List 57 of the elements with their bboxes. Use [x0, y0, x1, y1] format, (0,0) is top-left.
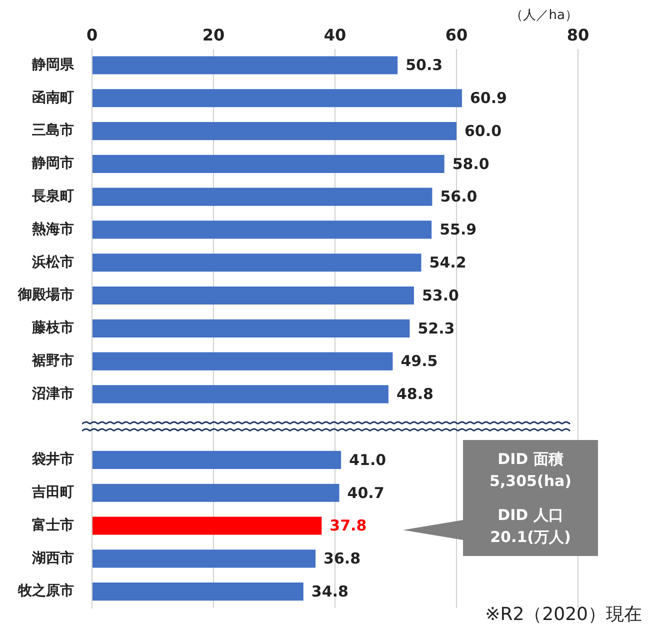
- y-tick-label: 三島市: [32, 122, 74, 139]
- data-label: 34.8: [311, 582, 348, 600]
- bar: [92, 154, 444, 173]
- data-label: 36.8: [324, 550, 361, 568]
- data-label: 53.0: [422, 286, 459, 304]
- data-label: 52.3: [418, 319, 455, 338]
- x-axis-title: （人／ha）: [510, 8, 578, 24]
- data-label: 40.7: [347, 484, 384, 502]
- bar: [92, 220, 432, 239]
- x-tick-label: 80: [566, 25, 590, 44]
- x-tick-label: 0: [86, 25, 98, 44]
- bar: [92, 254, 422, 272]
- y-tick-label: 静岡市: [31, 154, 74, 172]
- bar: [92, 484, 340, 502]
- bar: [92, 352, 393, 370]
- bar: [92, 56, 398, 74]
- data-label: 41.0: [349, 450, 386, 469]
- data-label: 37.8: [330, 516, 367, 535]
- data-label: 60.9: [470, 89, 507, 108]
- bar: [92, 516, 322, 535]
- bar: [92, 385, 388, 404]
- y-tick-label: 沼津市: [31, 384, 74, 402]
- bar: [92, 450, 342, 470]
- y-tick-label: 函南町: [32, 90, 74, 106]
- y-tick-label: 藤枝市: [31, 319, 74, 336]
- bar: [92, 89, 462, 108]
- bar: [92, 286, 414, 305]
- x-tick-label: 40: [324, 25, 346, 44]
- data-label: 60.0: [464, 122, 502, 140]
- bar: [92, 122, 456, 140]
- data-label: 50.3: [406, 56, 443, 74]
- y-tick-label: 浜松市: [31, 253, 74, 270]
- bar: [92, 188, 432, 206]
- y-tick-label: 湖西市: [31, 549, 74, 566]
- bar: [92, 582, 304, 601]
- annotation: DID 面積 5,305(ha): [488, 449, 572, 492]
- data-label: 54.2: [429, 254, 466, 272]
- y-tick-label: 静岡県: [31, 56, 75, 73]
- y-tick-label: 牧之原市: [17, 582, 74, 600]
- data-label: 49.5: [400, 352, 438, 370]
- x-tick-label: 20: [202, 25, 225, 44]
- annotation: DID 人口 20.1(万人): [489, 505, 572, 548]
- data-label: 56.0: [440, 188, 478, 206]
- data-label: 58.0: [452, 154, 490, 173]
- bar: [92, 550, 316, 568]
- x-tick-label: 60: [445, 25, 468, 44]
- data-label: 48.8: [396, 385, 434, 404]
- y-tick-label: 袋井市: [31, 450, 74, 468]
- y-tick-label: 熱海市: [31, 220, 74, 238]
- data-label: 55.9: [440, 220, 477, 239]
- y-tick-label: 富士市: [32, 516, 74, 534]
- annotation: ※R2（2020）現在: [485, 603, 642, 626]
- y-tick-label: 御殿場市: [17, 286, 74, 304]
- y-tick-label: 長泉町: [31, 188, 74, 204]
- y-tick-label: 裾野市: [31, 352, 74, 369]
- bar: [92, 319, 410, 338]
- y-tick-label: 吉田町: [31, 484, 74, 501]
